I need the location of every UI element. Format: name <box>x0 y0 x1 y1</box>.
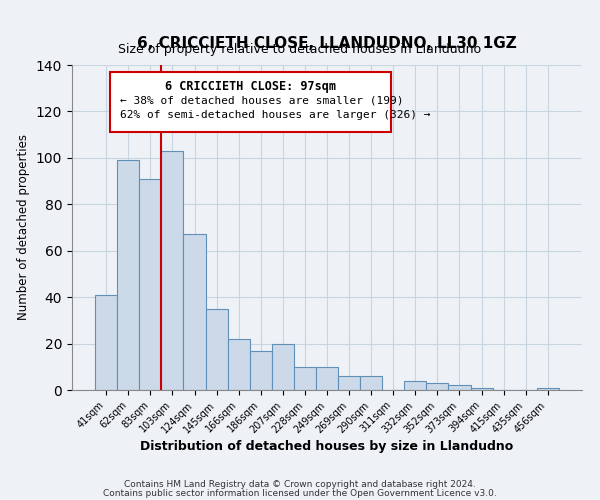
Bar <box>294 367 316 390</box>
Bar <box>448 386 470 390</box>
Y-axis label: Number of detached properties: Number of detached properties <box>17 134 31 320</box>
Bar <box>161 151 184 390</box>
Bar <box>250 350 272 390</box>
Bar <box>360 376 382 390</box>
Bar <box>95 295 117 390</box>
Text: Size of property relative to detached houses in Llandudno: Size of property relative to detached ho… <box>118 42 482 56</box>
Text: ← 38% of detached houses are smaller (199): ← 38% of detached houses are smaller (19… <box>121 95 404 105</box>
Bar <box>537 388 559 390</box>
Text: Contains HM Land Registry data © Crown copyright and database right 2024.: Contains HM Land Registry data © Crown c… <box>124 480 476 489</box>
Bar <box>227 339 250 390</box>
Text: Contains public sector information licensed under the Open Government Licence v3: Contains public sector information licen… <box>103 488 497 498</box>
FancyBboxPatch shape <box>110 72 391 132</box>
Bar <box>272 344 294 390</box>
Bar <box>316 367 338 390</box>
Bar <box>117 160 139 390</box>
Bar <box>338 376 360 390</box>
Bar <box>404 380 427 390</box>
Bar <box>139 179 161 390</box>
Bar <box>470 388 493 390</box>
Text: 6 CRICCIETH CLOSE: 97sqm: 6 CRICCIETH CLOSE: 97sqm <box>165 80 336 92</box>
Text: 62% of semi-detached houses are larger (326) →: 62% of semi-detached houses are larger (… <box>121 110 431 120</box>
Bar <box>206 309 227 390</box>
X-axis label: Distribution of detached houses by size in Llandudno: Distribution of detached houses by size … <box>140 440 514 453</box>
Title: 6, CRICCIETH CLOSE, LLANDUDNO, LL30 1GZ: 6, CRICCIETH CLOSE, LLANDUDNO, LL30 1GZ <box>137 36 517 52</box>
Bar <box>427 383 448 390</box>
Bar <box>184 234 206 390</box>
